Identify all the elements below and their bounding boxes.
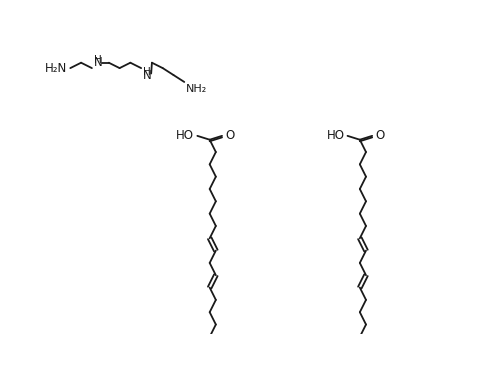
Text: O: O (225, 129, 234, 142)
Text: H: H (94, 55, 102, 64)
Text: N: N (94, 56, 103, 69)
Text: O: O (375, 129, 385, 142)
Text: N: N (143, 69, 152, 81)
Text: HO: HO (326, 129, 344, 142)
Text: NH₂: NH₂ (186, 84, 207, 94)
Text: H₂N: H₂N (45, 62, 67, 75)
Text: HO: HO (176, 129, 194, 142)
Text: H: H (143, 67, 151, 77)
